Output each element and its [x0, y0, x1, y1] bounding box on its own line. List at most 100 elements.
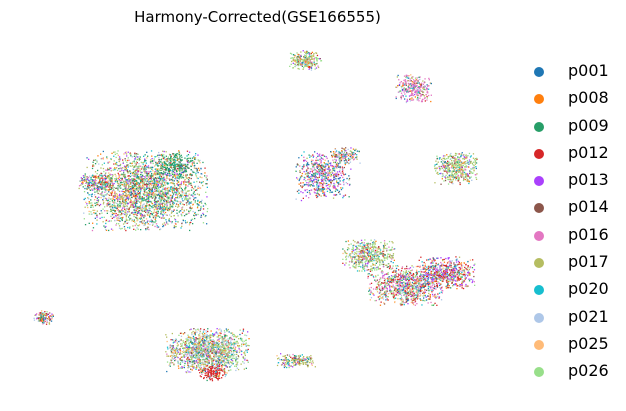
scatter-point — [105, 182, 108, 184]
scatter-point — [336, 166, 338, 168]
scatter-point — [88, 202, 90, 205]
scatter-point — [111, 152, 113, 154]
scatter-point — [205, 204, 207, 206]
scatter-point — [148, 184, 151, 186]
scatter-point — [96, 210, 98, 212]
scatter-point — [101, 188, 103, 190]
scatter-point — [407, 86, 409, 88]
scatter-point — [400, 81, 402, 83]
scatter-point — [164, 157, 166, 159]
scatter-point — [144, 170, 146, 172]
scatter-point — [98, 196, 100, 198]
scatter-point — [109, 188, 111, 190]
scatter-point — [182, 203, 184, 205]
scatter-point — [143, 222, 145, 225]
scatter-point — [410, 83, 413, 85]
scatter-point — [118, 186, 121, 188]
scatter-point — [167, 169, 169, 171]
scatter-point — [96, 216, 98, 218]
scatter-point — [96, 214, 98, 217]
scatter-point — [413, 85, 415, 87]
scatter-point — [313, 52, 315, 55]
scatter-point — [192, 195, 194, 197]
scatter-point — [295, 166, 297, 168]
scatter-point — [456, 170, 458, 172]
scatter-point — [171, 170, 173, 172]
scatter-point — [183, 209, 185, 211]
scatter-point — [204, 167, 206, 169]
scatter-point — [452, 179, 454, 181]
scatter-point — [339, 154, 341, 156]
scatter-point — [119, 210, 121, 212]
scatter-point — [113, 195, 115, 197]
scatter-point — [180, 190, 182, 192]
scatter-point — [136, 168, 138, 170]
scatter-point — [188, 212, 190, 214]
scatter-point — [125, 181, 127, 183]
scatter-point — [131, 196, 134, 199]
scatter-point — [412, 90, 414, 92]
scatter-point — [298, 192, 300, 194]
scatter-point — [94, 159, 96, 161]
scatter-point — [143, 210, 146, 212]
scatter-point — [346, 249, 349, 251]
scatter-point — [182, 163, 184, 165]
scatter-point — [314, 178, 316, 180]
scatter-point — [173, 190, 175, 192]
scatter-point — [152, 194, 154, 196]
scatter-point — [159, 182, 161, 184]
scatter-point — [126, 202, 128, 204]
scatter-point — [173, 166, 175, 168]
scatter-point — [307, 66, 309, 68]
scatter-point — [126, 164, 129, 166]
scatter-point — [198, 160, 200, 162]
scatter-point — [103, 197, 105, 199]
scatter-point — [136, 165, 138, 168]
scatter-point — [454, 172, 456, 175]
scatter-point — [455, 158, 457, 160]
scatter-point — [93, 189, 95, 191]
scatter-point — [185, 202, 188, 204]
scatter-point — [413, 84, 415, 86]
scatter-point — [127, 172, 129, 174]
scatter-point — [175, 155, 178, 157]
scatter-point — [181, 176, 184, 178]
scatter-point — [164, 188, 166, 190]
scatter-point — [118, 176, 120, 178]
scatter-point — [416, 89, 419, 91]
scatter-point — [161, 217, 163, 219]
scatter-point — [452, 164, 454, 166]
scatter-point — [295, 170, 297, 172]
scatter-point — [130, 189, 132, 191]
scatter-point — [333, 179, 335, 181]
scatter-point — [96, 223, 98, 225]
scatter-point — [183, 167, 185, 169]
scatter-point — [169, 169, 171, 172]
scatter-point — [103, 182, 105, 184]
scatter-point — [120, 211, 122, 213]
scatter-point — [144, 187, 146, 190]
scatter-point — [190, 165, 192, 167]
scatter-point — [173, 183, 175, 185]
scatter-point — [346, 252, 348, 255]
scatter-point — [204, 215, 206, 218]
scatter-point — [156, 181, 158, 183]
scatter-point — [330, 180, 332, 183]
scatter-point — [301, 186, 303, 189]
scatter-point — [146, 175, 148, 177]
scatter-point — [151, 192, 153, 194]
scatter-point — [163, 179, 165, 182]
scatter-point — [84, 176, 86, 178]
scatter-point — [160, 169, 162, 171]
scatter-point — [185, 186, 187, 188]
scatter-point — [414, 91, 416, 93]
scatter-point — [421, 82, 423, 84]
scatter-point — [109, 206, 111, 208]
scatter-point — [141, 215, 143, 217]
scatter-point — [181, 165, 184, 167]
scatter-point — [349, 150, 351, 152]
scatter-point — [126, 159, 129, 162]
scatter-point — [307, 62, 310, 64]
scatter-point — [173, 180, 175, 182]
scatter-point — [90, 194, 92, 196]
